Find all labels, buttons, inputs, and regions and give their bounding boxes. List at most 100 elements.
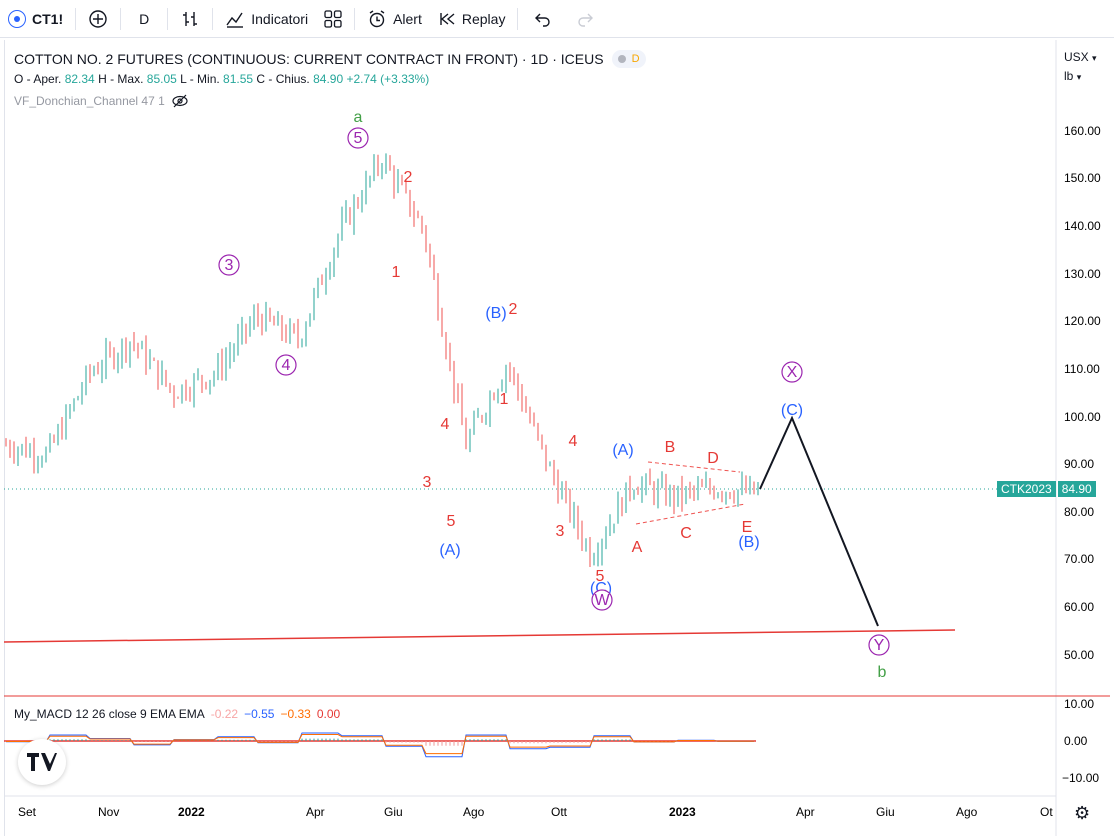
time-tick: Ago <box>956 805 978 819</box>
redo-button[interactable] <box>564 0 606 38</box>
wave-label-circle <box>218 254 240 276</box>
macd-tick: 10.00 <box>1064 697 1094 711</box>
wave-label: 1 <box>392 264 401 281</box>
high-value: 85.05 <box>146 72 177 86</box>
chevron-down-icon: ▾ <box>1076 72 1082 82</box>
toolbar-divider <box>354 7 356 30</box>
badge-label: D <box>631 53 640 65</box>
wave-label: X <box>787 364 798 381</box>
wave-label: A <box>632 539 643 556</box>
wave-label: b <box>878 664 887 681</box>
wave-label: 5 <box>596 568 605 585</box>
time-tick: Set <box>18 805 37 819</box>
chart-title: COTTON NO. 2 FUTURES (CONTINUOUS: CURREN… <box>14 51 604 67</box>
tv-logo-icon <box>27 753 57 771</box>
time-tick: Nov <box>98 805 119 819</box>
time-tick: Giu <box>384 805 403 819</box>
wave-label-circle <box>591 589 613 611</box>
open-label: O - Aper. <box>14 72 62 86</box>
symbol-search-button[interactable]: CT1! <box>0 0 71 38</box>
price-tick: 50.00 <box>1064 648 1094 662</box>
projection-path <box>759 415 879 627</box>
symbol-label: CT1! <box>32 10 64 27</box>
wave-label: 5 <box>447 513 456 530</box>
time-tick: Ago <box>463 805 485 819</box>
macd-legend[interactable]: My_MACD 12 26 close 9 EMA EMA -0.22 −0.5… <box>14 707 340 721</box>
chart-type-button[interactable] <box>172 0 208 38</box>
tradingview-logo[interactable] <box>18 739 66 785</box>
price-bars <box>5 153 759 568</box>
wave-label: D <box>707 450 719 467</box>
wave-label: Y <box>874 637 885 654</box>
currency-unit-selector[interactable]: USX ▾ lb ▾ <box>1064 48 1097 86</box>
replay-button[interactable]: Replay <box>430 0 514 38</box>
price-tick: 90.00 <box>1064 457 1094 471</box>
wave-label: 4 <box>282 357 291 374</box>
chart-pane[interactable] <box>4 40 1110 836</box>
wave-label: E <box>742 519 753 536</box>
macd-tick: −10.00 <box>1062 771 1099 785</box>
wave-label: (B) <box>738 534 759 551</box>
price-tick: 140.00 <box>1064 219 1101 233</box>
wave-label: 1 <box>500 391 509 408</box>
price-tag-value: 84.90 <box>1057 481 1096 497</box>
indicators-icon <box>226 12 244 28</box>
wave-label-circle <box>868 634 890 656</box>
indicators-button[interactable]: Indicatori <box>217 0 316 38</box>
price-tick: 70.00 <box>1064 552 1094 566</box>
alert-label: Alert <box>393 10 422 27</box>
price-tick: 160.00 <box>1064 124 1101 138</box>
price-axis: 160.00 150.00 140.00 130.00 120.00 110.0… <box>1062 124 1101 785</box>
indicators-label: Indicatori <box>251 10 309 27</box>
market-status-badge[interactable]: D <box>611 50 646 68</box>
wave-label: (A) <box>439 542 460 559</box>
add-symbol-button[interactable] <box>80 0 116 38</box>
wave-label: 2 <box>509 301 518 318</box>
wave-label: 3 <box>225 257 234 274</box>
price-tick: 130.00 <box>1064 267 1101 281</box>
layouts-button[interactable] <box>316 0 350 38</box>
time-tick: Ot <box>1040 805 1053 819</box>
redo-icon <box>578 13 594 27</box>
grid-icon <box>324 9 342 28</box>
donchian-indicator-legend[interactable]: VF_Donchian_Channel 47 1 <box>14 94 189 108</box>
ohlc-values: O - Aper. 82.34 H - Max. 85.05 L - Min. … <box>14 70 646 88</box>
status-dot-icon <box>617 55 626 63</box>
high-label: H - Max. <box>98 72 144 86</box>
price-tick: 120.00 <box>1064 314 1101 328</box>
wave-label: 4 <box>441 416 450 433</box>
macd-pane <box>4 732 756 758</box>
rewind-icon <box>440 12 455 25</box>
macd-value: −0.55 <box>244 707 275 721</box>
undo-button[interactable] <box>522 0 564 38</box>
toolbar-divider <box>517 7 519 30</box>
wave-label: 3 <box>556 523 565 540</box>
wave-label-circle <box>347 127 369 149</box>
wave-label-circle <box>275 354 297 376</box>
wave-label: (B) <box>485 305 506 322</box>
wave-label: W <box>594 592 610 609</box>
settings-gear-icon[interactable]: ⚙ <box>1074 803 1091 823</box>
indicator-label: VF_Donchian_Channel 47 1 <box>14 94 165 108</box>
plus-circle-icon <box>89 9 107 28</box>
wave-label: C <box>680 525 692 542</box>
time-tick: 2023 <box>669 805 696 819</box>
alert-button[interactable]: Alert <box>359 0 430 38</box>
macd-tick: 0.00 <box>1064 734 1088 748</box>
close-label: C - Chius. <box>256 72 310 86</box>
chevron-down-icon: ▾ <box>1092 53 1097 63</box>
support-trendline <box>3 629 956 643</box>
interval-button[interactable]: D <box>125 0 163 38</box>
eye-hidden-icon[interactable] <box>171 94 189 108</box>
price-tick: 80.00 <box>1064 505 1094 519</box>
change-value: +2.74 (+3.33%) <box>346 72 430 86</box>
close-value: 84.90 <box>313 72 344 86</box>
alarm-clock-icon <box>369 9 385 27</box>
undo-icon <box>535 13 551 27</box>
replay-label: Replay <box>461 10 506 27</box>
signal-line <box>6 734 754 755</box>
bars-icon <box>183 11 198 26</box>
wave-label: 5 <box>354 130 363 147</box>
